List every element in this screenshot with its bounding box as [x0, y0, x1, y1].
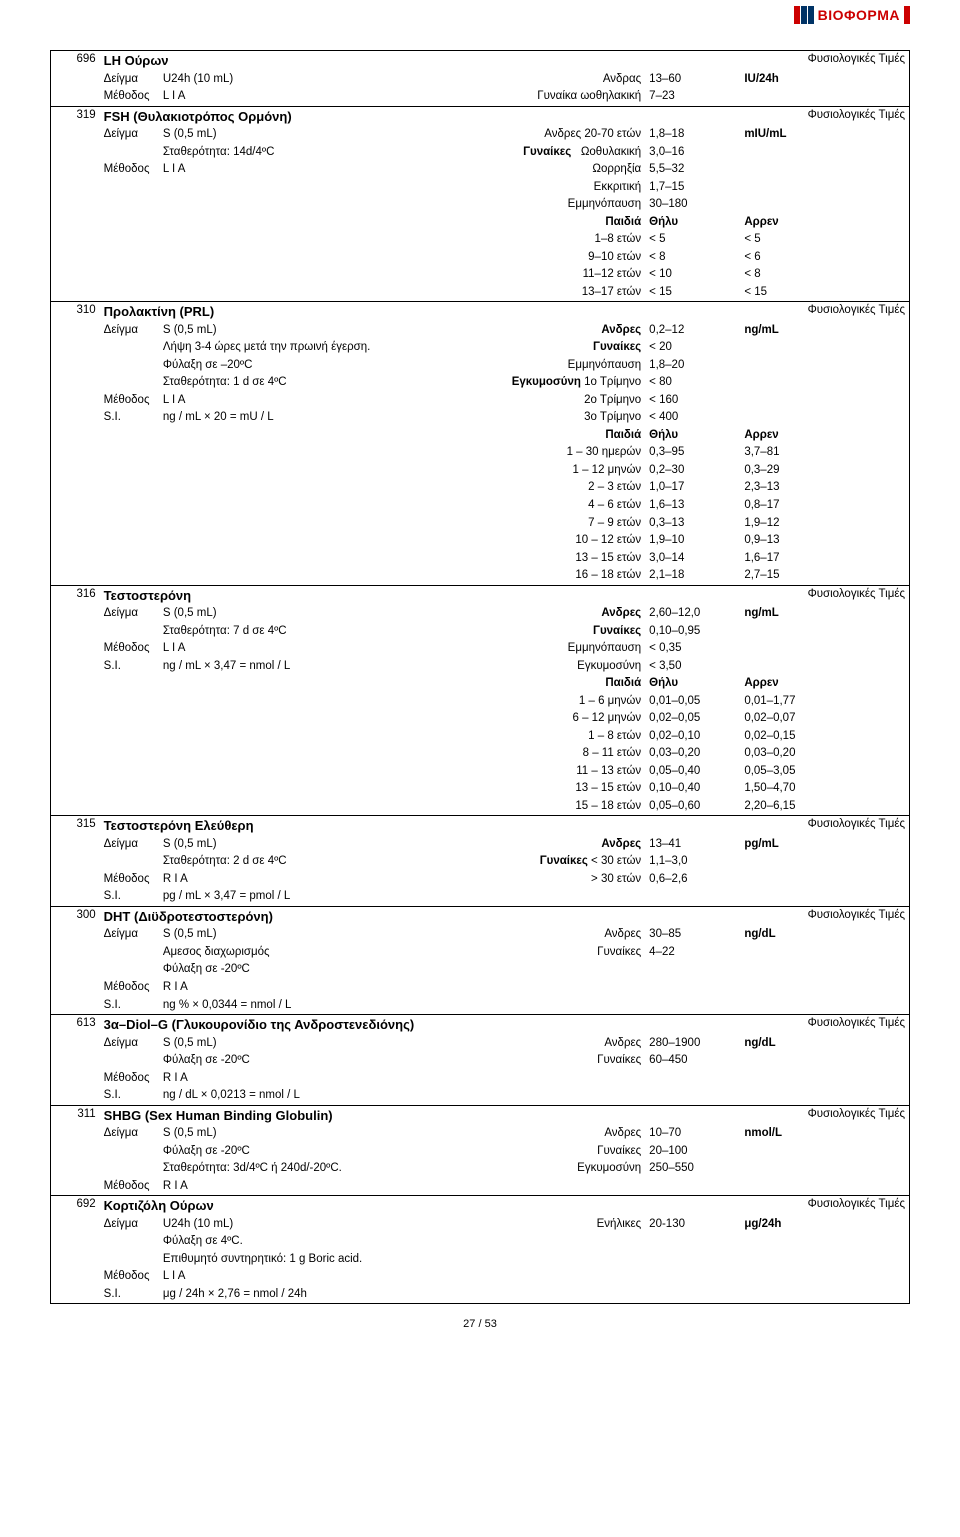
page-number: 27 / 53 — [50, 1318, 910, 1330]
values-table: 696 LH Oύρων Φυσιολογικές Τιμές ΔείγμαU2… — [50, 50, 910, 1304]
test-row: 696 LH Oύρων Φυσιολογικές Τιμές — [51, 51, 910, 71]
logo-icon — [794, 6, 814, 24]
page: ΒΙΟΦΟΡΜΑ 696 LH Oύρων Φυσιολογικές Τιμές… — [0, 0, 960, 1350]
logo-icon — [904, 6, 910, 24]
logo-text: ΒΙΟΦΟΡΜΑ — [818, 7, 900, 23]
logo: ΒΙΟΦΟΡΜΑ — [794, 6, 910, 24]
